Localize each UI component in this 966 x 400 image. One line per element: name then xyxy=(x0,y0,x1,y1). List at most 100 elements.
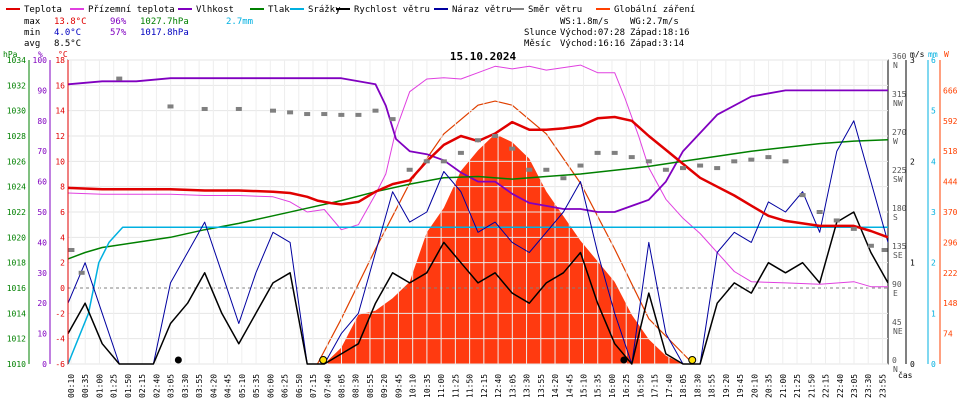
temperature-tick: 4 xyxy=(60,233,65,242)
pressure-tick: 1018 xyxy=(7,259,26,268)
stat-max-label: max xyxy=(24,17,41,27)
info-sun-label: Slunce xyxy=(524,28,557,38)
info-wg: WG:2.7m/s xyxy=(630,17,679,27)
wind-direction-point xyxy=(833,218,840,223)
axis-unit-radiation: W xyxy=(944,50,949,59)
x-tick-label: 13:05 xyxy=(508,374,517,398)
wind-direction-tick: 90 xyxy=(892,280,902,289)
x-tick-label: 12:40 xyxy=(494,374,503,398)
sun-marker xyxy=(319,356,328,364)
info-sun-rise: Východ:07:28 xyxy=(560,28,625,38)
temperature-tick: 14 xyxy=(55,107,65,116)
wind-direction-tick-label: SE xyxy=(893,251,903,260)
pressure-tick: 1022 xyxy=(7,208,26,217)
wind-direction-point xyxy=(509,146,516,151)
pressure-tick: 1028 xyxy=(7,132,26,141)
wind-speed-tick: 1 xyxy=(910,259,915,268)
x-tick-label: 00:35 xyxy=(81,374,90,398)
legend-item-2: Přízemní teplota xyxy=(70,5,175,15)
wind-direction-tick: 270 xyxy=(892,128,907,137)
x-tick-label: 23:55 xyxy=(878,374,887,398)
pressure-tick: 1012 xyxy=(7,335,26,344)
x-tick: 23:05 xyxy=(850,374,859,398)
x-tick-label: 16:25 xyxy=(622,374,631,398)
pressure-tick: 1010 xyxy=(7,360,26,369)
x-tick: 09:20 xyxy=(380,374,389,398)
rain-tick: 5 xyxy=(931,107,936,116)
radiation-tick: 444 xyxy=(943,178,958,187)
x-tick-label: 19:20 xyxy=(722,374,731,398)
humidity-tick: 0 xyxy=(42,360,47,369)
rain-tick: 4 xyxy=(931,157,936,166)
x-tick-label: 13:55 xyxy=(537,374,546,398)
wind-direction-point xyxy=(321,112,328,117)
radiation-tick: 592 xyxy=(943,117,958,126)
pressure-tick: 1016 xyxy=(7,284,26,293)
x-tick: 20:10 xyxy=(750,374,759,398)
wind-direction-point xyxy=(594,150,601,155)
axes: hPa% °C1010101210141016101810201022102410… xyxy=(3,50,958,398)
series-line-1 xyxy=(67,115,889,239)
x-tick-label: 18:55 xyxy=(708,374,717,398)
series-line-3 xyxy=(67,77,888,213)
x-tick: 13:05 xyxy=(508,374,517,398)
x-tick-label: 06:25 xyxy=(281,374,290,398)
pressure-tick: 1030 xyxy=(7,107,26,116)
x-tick-label: 04:45 xyxy=(224,374,233,398)
x-tick: 02:15 xyxy=(138,374,147,398)
radiation-tick: 74 xyxy=(943,330,953,339)
axis-unit-rain: mm xyxy=(928,50,938,59)
stat-max-rain: 2.7mm xyxy=(226,17,253,27)
humidity-tick: 100 xyxy=(33,56,48,65)
legend-label: Srážky xyxy=(308,5,341,15)
wind-direction-point xyxy=(850,226,857,231)
wind-direction-tick-label: NE xyxy=(893,327,903,336)
x-tick: 12:15 xyxy=(480,374,489,398)
wind-direction-point xyxy=(881,248,888,252)
x-tick-label: 21:25 xyxy=(793,374,802,398)
radiation-area xyxy=(324,133,683,364)
x-tick: 19:20 xyxy=(722,374,731,398)
pressure-tick: 1024 xyxy=(7,183,26,192)
x-tick-label: 15:35 xyxy=(594,374,603,398)
x-tick: 15:35 xyxy=(594,374,603,398)
x-tick: 15:10 xyxy=(580,374,589,398)
stat-max-hum: 96% xyxy=(110,17,127,27)
x-tick-label: 22:15 xyxy=(822,374,831,398)
wind-direction-point xyxy=(287,110,294,115)
wind-direction-tick: 135 xyxy=(892,242,907,251)
stat-min-label: min xyxy=(24,28,40,38)
series-line-4 xyxy=(67,139,889,260)
x-tick: 01:50 xyxy=(124,374,133,398)
x-tick-label: 23:05 xyxy=(850,374,859,398)
wind-direction-point xyxy=(731,159,738,164)
wind-direction-point xyxy=(560,176,567,181)
x-tick-label: 03:55 xyxy=(195,374,204,398)
x-tick-label: 10:35 xyxy=(423,374,432,398)
wind-direction-point xyxy=(457,150,464,155)
humidity-tick: 10 xyxy=(37,330,47,339)
x-tick-label: 06:50 xyxy=(295,374,304,398)
humidity-tick: 80 xyxy=(37,117,47,126)
temperature-tick: 16 xyxy=(55,81,65,90)
pressure-tick: 1034 xyxy=(7,56,26,65)
rain-tick: 0 xyxy=(931,360,936,369)
x-tick-label: 15:10 xyxy=(580,374,589,398)
series-lines xyxy=(67,64,889,365)
wind-direction-point xyxy=(628,155,635,160)
pressure-tick: 1032 xyxy=(7,81,26,90)
radiation-tick: 666 xyxy=(943,86,958,95)
temperature-tick: 2 xyxy=(60,259,65,268)
x-tick-label: 21:00 xyxy=(779,374,788,398)
radiation-tick: 296 xyxy=(943,238,958,247)
x-tick: 05:35 xyxy=(252,374,261,398)
radiation-tick: 518 xyxy=(943,147,958,156)
wind-direction-point xyxy=(475,138,481,143)
temperature-tick: 8 xyxy=(60,183,65,192)
legend-label: Náraz větru xyxy=(452,5,512,15)
x-tick-label: 00:10 xyxy=(67,374,76,398)
pressure-tick: 1020 xyxy=(7,233,26,242)
wind-direction-point xyxy=(680,166,686,171)
x-tick: 03:05 xyxy=(167,374,176,398)
x-tick-label: 17:40 xyxy=(665,374,674,398)
